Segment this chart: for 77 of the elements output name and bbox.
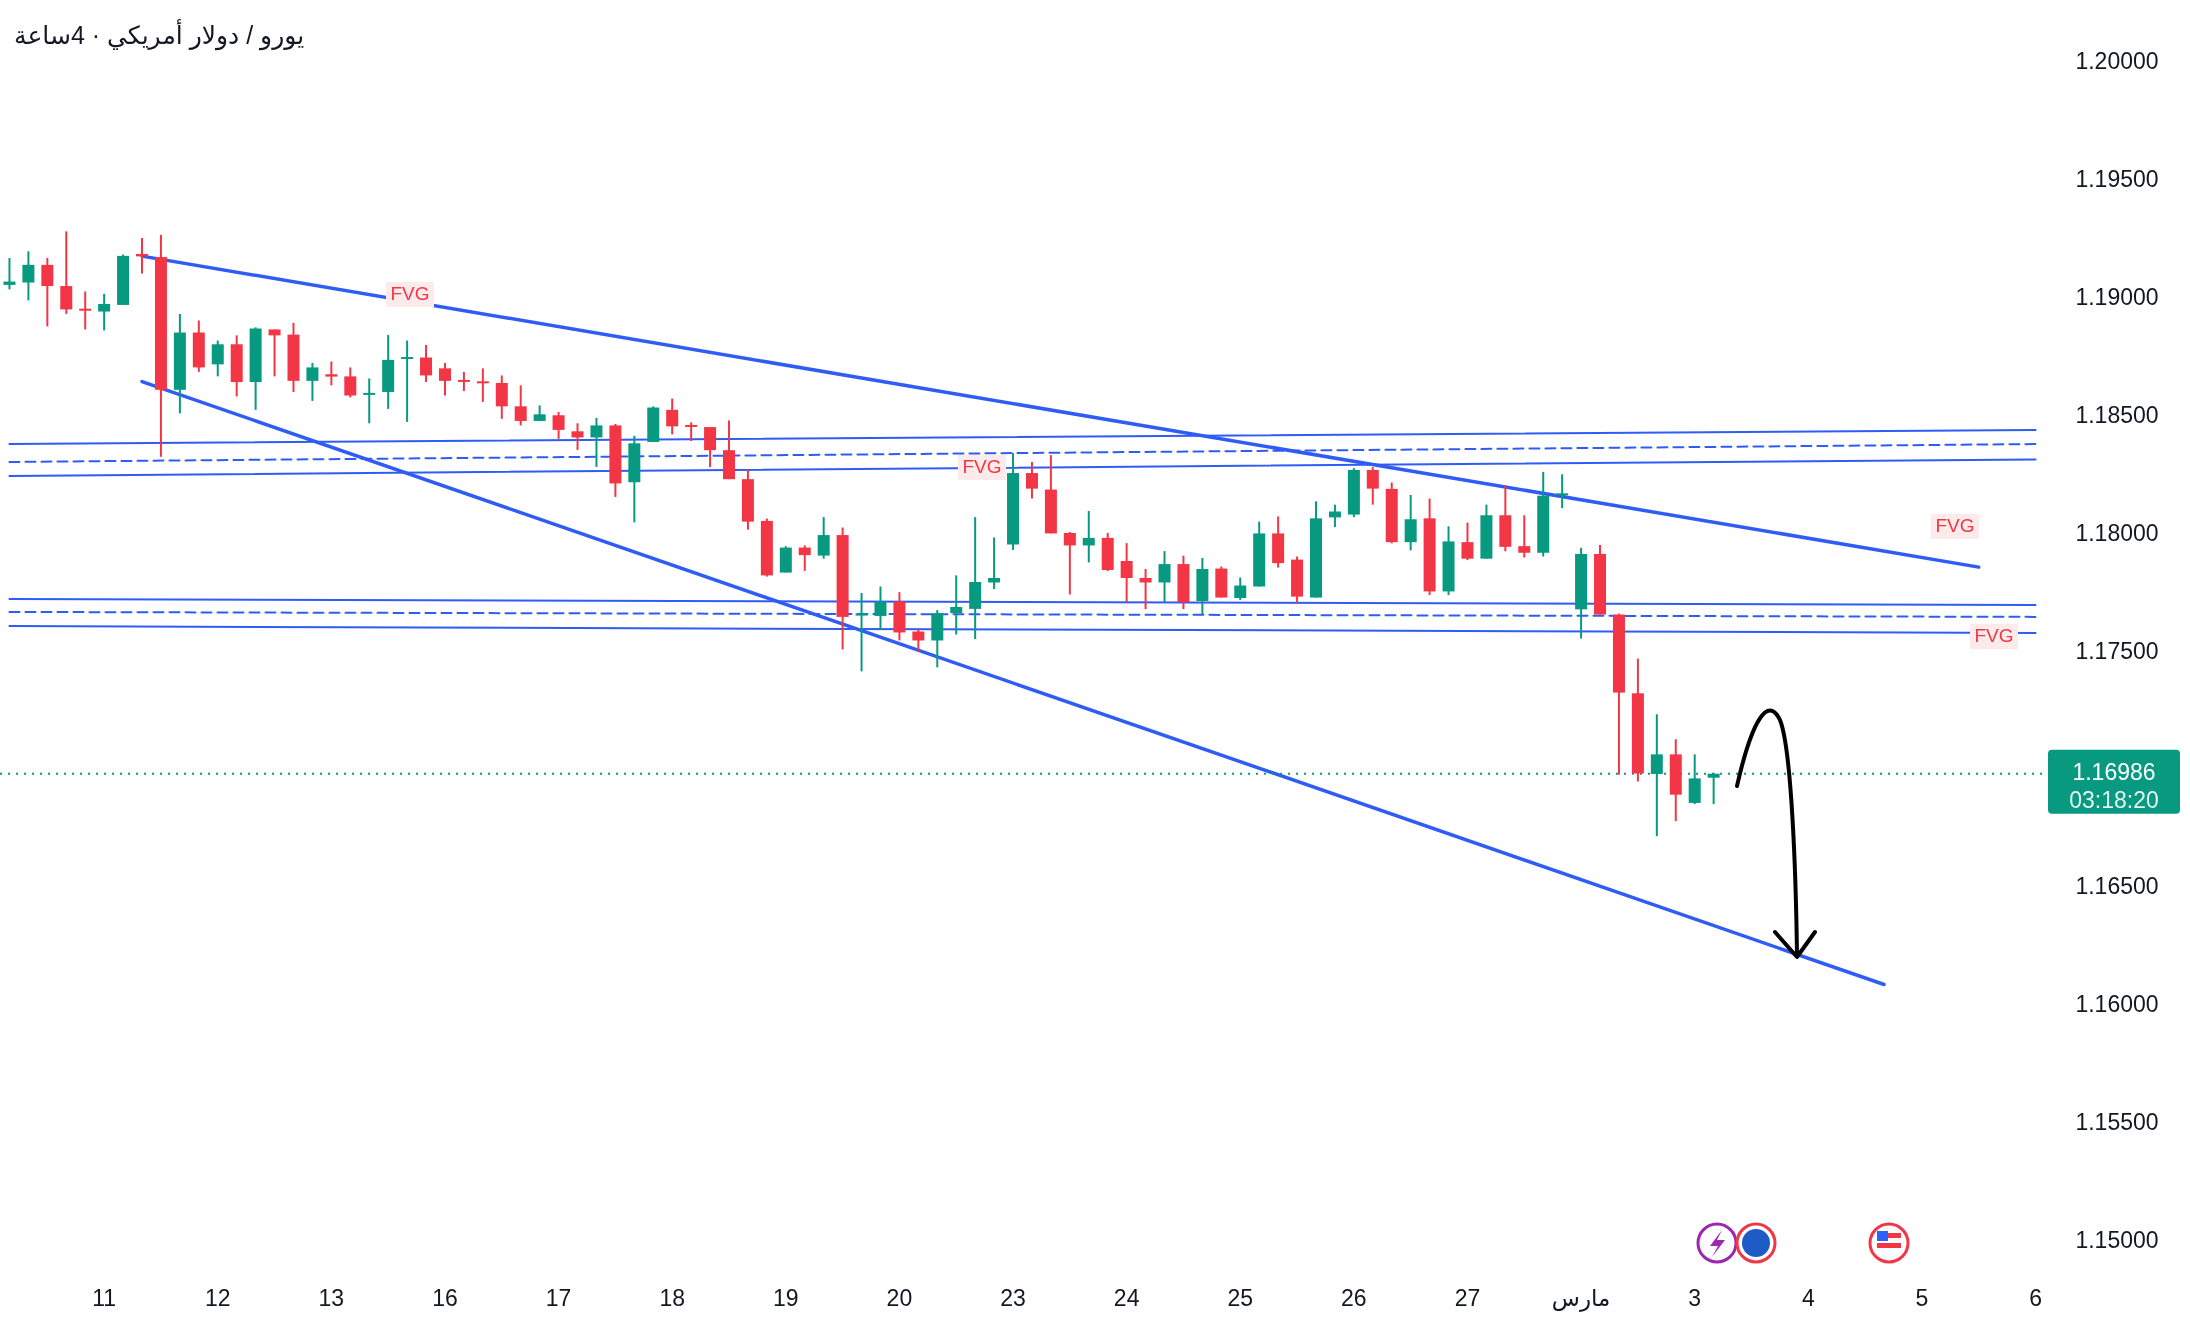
candlestick xyxy=(476,367,489,403)
candlestick xyxy=(950,574,963,636)
text: 03:18:20 xyxy=(2069,786,2159,813)
candlestick xyxy=(363,377,376,425)
candlestick xyxy=(666,397,679,436)
candlestick xyxy=(514,384,527,427)
x-tick-label: 6 xyxy=(2029,1285,2042,1312)
candlestick xyxy=(1404,493,1417,552)
chart-title: يورو / دولار أمريكي · 4ساعة xyxy=(14,18,305,51)
y-tick-label: 1.15000 xyxy=(2075,1227,2159,1254)
candlestick xyxy=(420,344,433,384)
candlestick xyxy=(3,257,16,291)
x-tick-label: مارس xyxy=(1551,1285,1611,1313)
x-tick-label: 24 xyxy=(1113,1285,1140,1312)
candlestick xyxy=(817,516,830,560)
candlestick xyxy=(1120,542,1133,604)
candlestick xyxy=(1518,514,1531,559)
candlestick xyxy=(22,250,35,302)
x-tick-label: 3 xyxy=(1688,1285,1702,1312)
y-tick-label: 1.15500 xyxy=(2075,1109,2159,1136)
candlestick xyxy=(438,361,451,397)
x-tick-label: 17 xyxy=(545,1285,572,1312)
candlestick xyxy=(798,544,811,572)
candlestick xyxy=(1556,473,1569,510)
annotation: FVG xyxy=(1935,515,1975,537)
candlestick xyxy=(268,328,281,378)
candlestick xyxy=(552,410,565,440)
candlestick xyxy=(495,374,508,420)
x-tick-label: 16 xyxy=(432,1285,458,1312)
candlestick xyxy=(590,416,603,468)
x-tick-label: 13 xyxy=(318,1285,345,1312)
candlestick xyxy=(1025,460,1038,500)
candlestick xyxy=(41,257,54,328)
annotation: FVG xyxy=(390,283,430,305)
y-tick-label: 1.18500 xyxy=(2075,401,2159,428)
x-tick-label: 12 xyxy=(204,1285,231,1312)
x-tick-label: 5 xyxy=(1915,1285,1929,1312)
candlestick xyxy=(211,339,224,378)
x-tick-label: 18 xyxy=(659,1285,685,1312)
candlestick xyxy=(1461,521,1474,562)
candlestick xyxy=(1158,550,1171,604)
y-tick-label: 1.20000 xyxy=(2075,48,2159,75)
x-tick-label: 23 xyxy=(1000,1285,1026,1312)
candlestick xyxy=(704,426,717,469)
x-tick-label: 26 xyxy=(1341,1285,1367,1312)
y-tick-label: 1.17500 xyxy=(2075,637,2159,664)
candlestick xyxy=(855,592,868,673)
y-tick-label: 1.16000 xyxy=(2075,991,2159,1018)
candlestick xyxy=(571,422,584,451)
x-tick-label: 4 xyxy=(1801,1285,1815,1312)
annotation: FVG xyxy=(962,456,1002,478)
x-tick-label: 19 xyxy=(773,1285,799,1312)
y-tick-label: 1.19500 xyxy=(2075,165,2159,192)
x-tick-label: 27 xyxy=(1454,1285,1481,1312)
candlestick xyxy=(401,339,414,423)
ref-line-label: 1.16986 xyxy=(2072,758,2156,785)
candlestick xyxy=(457,370,470,392)
candlestick xyxy=(98,292,111,332)
candlestick xyxy=(60,230,73,315)
y-tick-label: 1.16500 xyxy=(2075,873,2159,900)
candlestick xyxy=(306,361,319,402)
annotation: FVG xyxy=(1974,625,2014,647)
y-tick-label: 1.19000 xyxy=(2075,283,2159,310)
candlestick xyxy=(1082,510,1095,564)
candlestick xyxy=(1366,466,1379,506)
x-tick-label: 20 xyxy=(886,1285,913,1312)
candlestick xyxy=(1234,576,1247,601)
candlestick xyxy=(344,366,357,399)
x-tick-label: 11 xyxy=(92,1285,117,1312)
y-tick-label: 1.18000 xyxy=(2075,519,2159,546)
candlestick xyxy=(874,585,887,632)
candlestick xyxy=(325,360,338,387)
x-tick-label: 25 xyxy=(1227,1285,1254,1312)
candlestick xyxy=(79,290,92,331)
candlestick xyxy=(1328,503,1341,529)
candlestick xyxy=(685,421,698,442)
candlestick xyxy=(1063,531,1076,596)
